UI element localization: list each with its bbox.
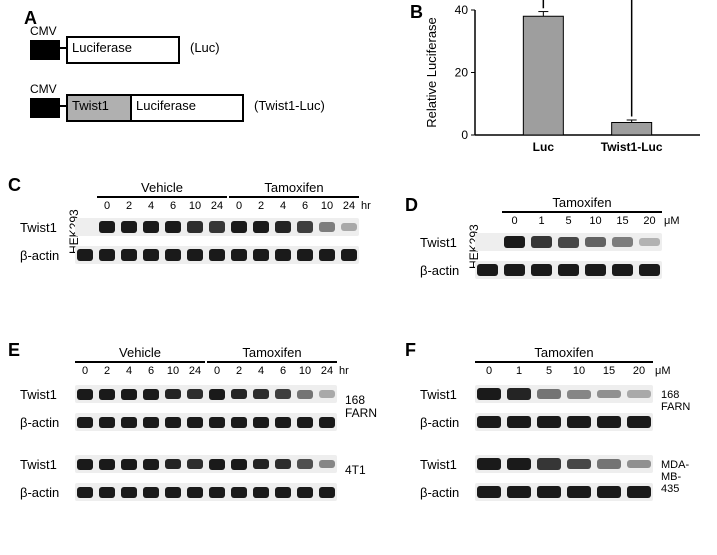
col-unit: μM bbox=[655, 365, 671, 377]
panel-a-diagram: CMVLuciferase(Luc)CMVTwist1Luciferase(Tw… bbox=[30, 30, 350, 150]
svg-text:Twist1-Luc: Twist1-Luc bbox=[601, 140, 663, 154]
cell-line-label: 435 bbox=[661, 483, 679, 495]
col-label: 6 bbox=[163, 200, 183, 212]
row-label: β-actin bbox=[20, 248, 59, 263]
panel-d-label: D bbox=[405, 195, 418, 216]
cell-line-label: 168 bbox=[661, 389, 679, 401]
col-unit: hr bbox=[339, 365, 349, 377]
panel-e-blot: VehicleTamoxifen0246102402461024hrTwist1… bbox=[20, 345, 390, 550]
col-label: 10 bbox=[295, 365, 315, 377]
col-label: 0 bbox=[475, 365, 503, 377]
construct-short-name: (Twist1-Luc) bbox=[254, 98, 325, 113]
svg-text:20: 20 bbox=[455, 66, 469, 80]
treatment-header: Vehicle bbox=[97, 180, 227, 195]
row-label: β-actin bbox=[420, 263, 459, 278]
row-label: Twist1 bbox=[20, 220, 57, 235]
cell-line-label: FARN bbox=[661, 401, 690, 413]
row-label: Twist1 bbox=[420, 457, 457, 472]
row-label: Twist1 bbox=[420, 235, 457, 250]
col-label: 24 bbox=[317, 365, 337, 377]
cmv-box bbox=[30, 40, 60, 60]
col-label: 4 bbox=[251, 365, 271, 377]
col-label: 10 bbox=[565, 365, 593, 377]
panel-f-blot: Tamoxifen015101520μMTwist1β-actin168FARN… bbox=[420, 345, 710, 550]
col-label: 2 bbox=[251, 200, 271, 212]
treatment-header: Tamoxifen bbox=[229, 180, 359, 195]
col-label: 4 bbox=[141, 200, 161, 212]
col-label: 0 bbox=[75, 365, 95, 377]
row-label: Twist1 bbox=[20, 387, 57, 402]
row-label: β-actin bbox=[20, 415, 59, 430]
col-unit: hr bbox=[361, 200, 371, 212]
col-label: 2 bbox=[229, 365, 249, 377]
col-label: 15 bbox=[610, 215, 635, 227]
col-label: 6 bbox=[273, 365, 293, 377]
row-label: β-actin bbox=[420, 415, 459, 430]
col-label: 5 bbox=[535, 365, 563, 377]
treatment-header: Tamoxifen bbox=[207, 345, 337, 360]
svg-text:0: 0 bbox=[461, 128, 468, 142]
col-label: 4 bbox=[273, 200, 293, 212]
row-label: Twist1 bbox=[420, 387, 457, 402]
col-label: 0 bbox=[229, 200, 249, 212]
construct-part-label: Twist1 bbox=[72, 98, 109, 113]
cell-line-label: 168 bbox=[345, 393, 365, 407]
cmv-box bbox=[30, 98, 60, 118]
row-label: β-actin bbox=[20, 485, 59, 500]
col-label: 10 bbox=[317, 200, 337, 212]
col-label: 10 bbox=[163, 365, 183, 377]
row-label: β-actin bbox=[420, 485, 459, 500]
svg-text:40: 40 bbox=[455, 3, 469, 17]
cmv-label: CMV bbox=[30, 82, 57, 96]
panel-d-blot: HEK293Tamoxifen015101520μMTwist1β-actin bbox=[420, 195, 710, 315]
col-label: 5 bbox=[556, 215, 581, 227]
col-label: 6 bbox=[141, 365, 161, 377]
panel-f-label: F bbox=[405, 340, 416, 361]
cell-line-label: 4T1 bbox=[345, 463, 366, 477]
col-label: 0 bbox=[97, 200, 117, 212]
col-label: 10 bbox=[583, 215, 608, 227]
panel-b-chart: 02040Relative LuciferaseLucTwist1-Luc*** bbox=[420, 0, 710, 170]
col-label: 1 bbox=[529, 215, 554, 227]
col-unit: μM bbox=[664, 215, 680, 227]
col-label: 24 bbox=[185, 365, 205, 377]
construct-short-name: (Luc) bbox=[190, 40, 220, 55]
col-label: 1 bbox=[505, 365, 533, 377]
cell-line-label: FARN bbox=[345, 406, 377, 420]
construct-part-label: Luciferase bbox=[136, 98, 196, 113]
col-label: 24 bbox=[207, 200, 227, 212]
treatment-header: Tamoxifen bbox=[502, 195, 662, 210]
col-label: 6 bbox=[295, 200, 315, 212]
cell-line-label: MB- bbox=[661, 471, 681, 483]
panel-c-blot: HEK293VehicleTamoxifen0246102402461024hr… bbox=[20, 180, 390, 310]
panel-e-label: E bbox=[8, 340, 20, 361]
treatment-header: Tamoxifen bbox=[475, 345, 653, 360]
construct-part-label: Luciferase bbox=[72, 40, 132, 55]
col-label: 10 bbox=[185, 200, 205, 212]
col-label: 24 bbox=[339, 200, 359, 212]
svg-text:Relative Luciferase: Relative Luciferase bbox=[424, 17, 439, 128]
row-label: Twist1 bbox=[20, 457, 57, 472]
col-label: 15 bbox=[595, 365, 623, 377]
col-label: 20 bbox=[637, 215, 662, 227]
col-label: 2 bbox=[119, 200, 139, 212]
treatment-header: Vehicle bbox=[75, 345, 205, 360]
cmv-label: CMV bbox=[30, 24, 57, 38]
col-label: 4 bbox=[119, 365, 139, 377]
col-label: 20 bbox=[625, 365, 653, 377]
cell-line-label: MDA- bbox=[661, 459, 689, 471]
col-label: 0 bbox=[207, 365, 227, 377]
col-label: 2 bbox=[97, 365, 117, 377]
svg-text:Luc: Luc bbox=[533, 140, 555, 154]
col-label: 0 bbox=[502, 215, 527, 227]
